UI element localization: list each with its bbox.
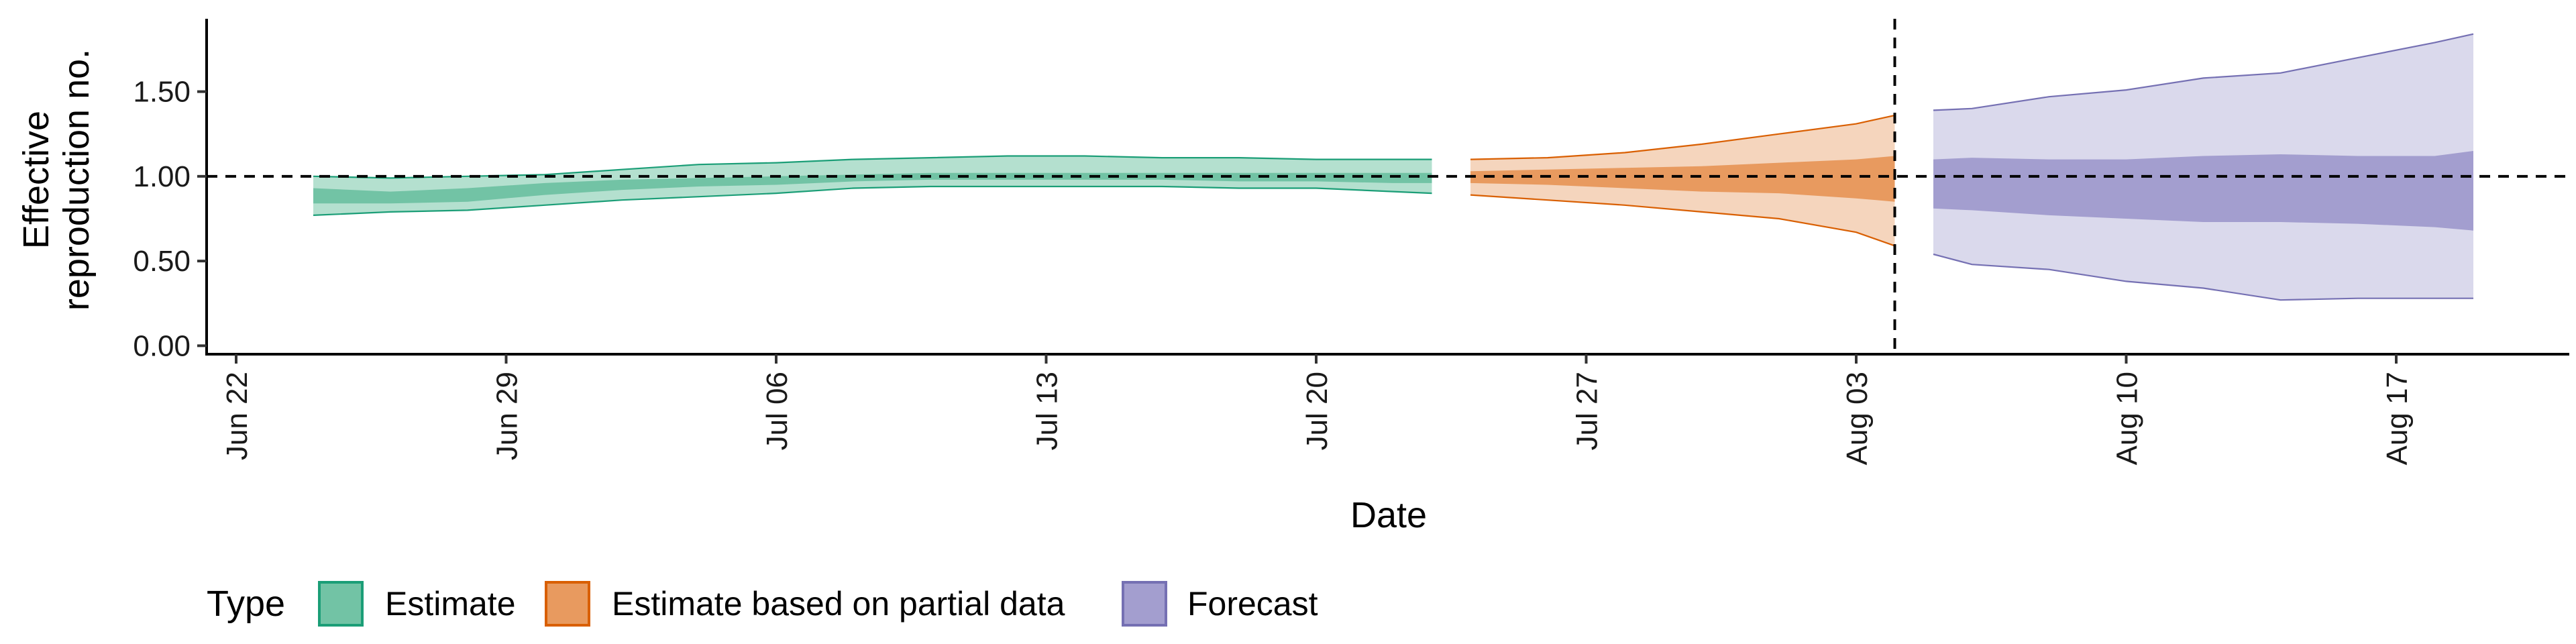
y-tick-label: 1.00: [133, 160, 191, 193]
ribbon-upper-edge-forecast: [1933, 33, 2474, 111]
y-axis-title: Effective reproduction no.: [16, 49, 97, 311]
legend-label-forecast: Forecast: [1187, 585, 1318, 623]
ribbon-lower-edge-partial-data: [1470, 194, 1895, 247]
ribbon-lower-edge-estimate: [313, 185, 1432, 216]
ribbon-inner-partial-data: [1470, 156, 1895, 202]
x-tick-label: Aug 03: [1841, 372, 1874, 465]
x-tick-label: Jul 20: [1301, 372, 1334, 450]
ribbons: [313, 33, 2474, 301]
x-tick-label: Jul 06: [761, 372, 794, 450]
x-axis-title: Date: [1350, 495, 1427, 535]
legend-title: Type: [207, 584, 285, 624]
x-tick-label: Aug 10: [2111, 372, 2144, 465]
ribbon-upper-edge-partial-data: [1470, 114, 1895, 160]
x-tick-label: Aug 17: [2381, 372, 2414, 465]
x-tick-label: Jun 22: [221, 372, 254, 460]
y-axis-title-line-2: reproduction no.: [56, 49, 97, 311]
y-tick-label: 0.50: [133, 245, 191, 278]
ribbon-upper-edge-estimate: [313, 155, 1432, 179]
legend: Type Estimate Estimate based on partial …: [207, 581, 1318, 627]
legend-key-partial-data: [545, 581, 590, 627]
y-tick-label: 1.50: [133, 76, 191, 109]
x-tick-label: Jul 27: [1571, 372, 1604, 450]
legend-label-partial-data: Estimate based on partial data: [612, 585, 1065, 623]
x-tick-label: Jul 13: [1031, 372, 1064, 450]
ribbon-lower-edge-forecast: [1933, 253, 2473, 301]
axes: 0.00 0.50 1.00 1.50 Jun 22 Jun 29 Jul 06 Jul 13…: [133, 19, 2569, 465]
ribbon-inner-forecast: [1933, 151, 2473, 231]
y-axis-title-line-1: Effective: [16, 111, 56, 249]
legend-label-estimate: Estimate: [385, 585, 516, 623]
legend-key-forecast: [1122, 581, 1167, 627]
ribbon-outer-estimate: [313, 156, 1432, 215]
legend-key-estimate: [318, 581, 364, 627]
y-tick-label: 0.00: [133, 329, 191, 362]
x-tick-label: Jun 29: [491, 372, 524, 460]
